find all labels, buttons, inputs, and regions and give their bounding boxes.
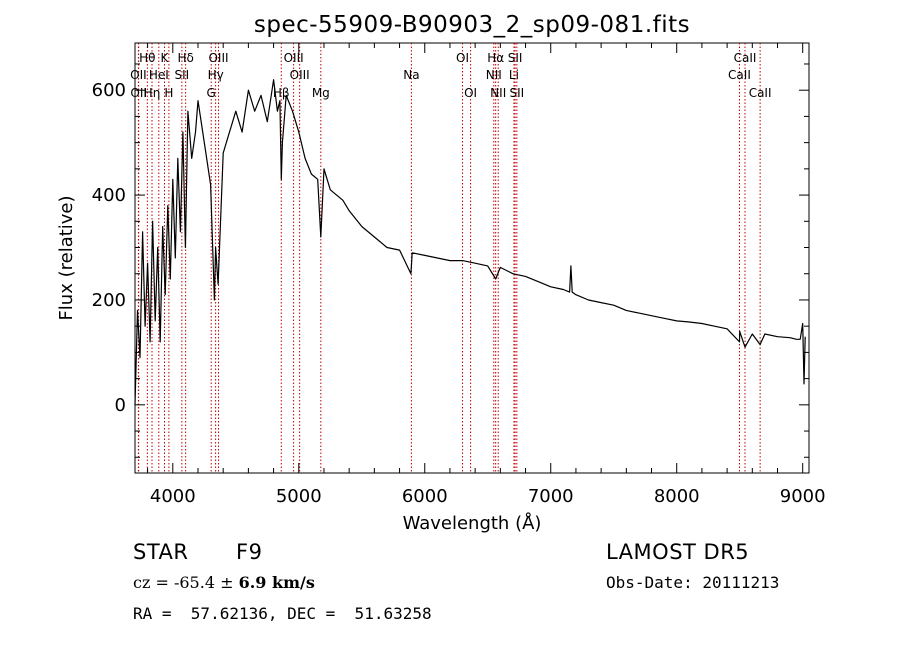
line-label: OIII (284, 51, 304, 65)
line-label: CaII (734, 51, 757, 65)
line-markers (137, 43, 761, 473)
line-label: K (161, 51, 170, 65)
line-label: Mg (312, 86, 330, 100)
line-label: OI (456, 51, 469, 65)
line-label: Li (509, 68, 519, 82)
line-label: OI (464, 86, 477, 100)
x-axis-label: Wavelength (Å) (403, 512, 542, 534)
line-label: Hγ (208, 68, 224, 82)
x-tick-label: 6000 (402, 486, 448, 507)
line-label: Hη (144, 86, 161, 100)
spectrum-series (134, 79, 806, 405)
line-label: OII (130, 68, 147, 82)
line-label: NII (490, 86, 506, 100)
line-label: Hδ (177, 51, 193, 65)
x-tick-label: 4000 (150, 486, 196, 507)
redshift-line: cz = -65.4 ± 6.9 km/s (133, 573, 315, 592)
observation-date: Obs-Date: 20111213 (606, 573, 780, 592)
x-tick-label: 5000 (276, 486, 322, 507)
line-label: OIII (208, 51, 228, 65)
x-tick-label: 9000 (780, 486, 826, 507)
line-label: CaII (728, 68, 751, 82)
line-label: Hθ (139, 51, 155, 65)
y-tick-label: 600 (92, 80, 126, 101)
redshift-value: cz = -65.4 ± (133, 573, 239, 592)
x-tick-label: 8000 (654, 486, 700, 507)
y-tick-label: 0 (115, 395, 126, 416)
line-label: SII (175, 68, 190, 82)
line-label: SII (508, 51, 523, 65)
spectrum-line (134, 79, 806, 405)
survey-name: LAMOST DR5 (606, 540, 750, 564)
spectral-subclass: F9 (236, 540, 263, 564)
line-label: OIII (290, 68, 310, 82)
y-axis-ticks: 0 200 400 600 (92, 63, 809, 458)
line-label: HeI (149, 68, 169, 82)
line-label: Hα (487, 51, 504, 65)
line-label: Hβ (273, 86, 290, 100)
y-tick-label: 200 (92, 290, 126, 311)
line-label: CaII (749, 86, 772, 100)
chart-title: spec-55909-B90903_2_sp09-081.fits (254, 12, 690, 38)
object-class: STAR (133, 540, 189, 564)
redshift-error: 6.9 km/s (238, 573, 315, 592)
line-label: G (207, 86, 216, 100)
x-axis-ticks: 4000 5000 6000 7000 8000 9000 (147, 43, 826, 507)
y-tick-label: 400 (92, 185, 126, 206)
y-axis-label: Flux (relative) (56, 195, 77, 320)
plot-frame (134, 42, 810, 474)
line-label: H (164, 86, 173, 100)
line-label: OII (130, 86, 147, 100)
line-label: SII (509, 86, 524, 100)
line-label: Na (403, 68, 419, 82)
coordinates: RA = 57.62136, DEC = 51.63258 (133, 604, 432, 623)
line-label: NII (486, 68, 502, 82)
x-tick-label: 7000 (528, 486, 574, 507)
